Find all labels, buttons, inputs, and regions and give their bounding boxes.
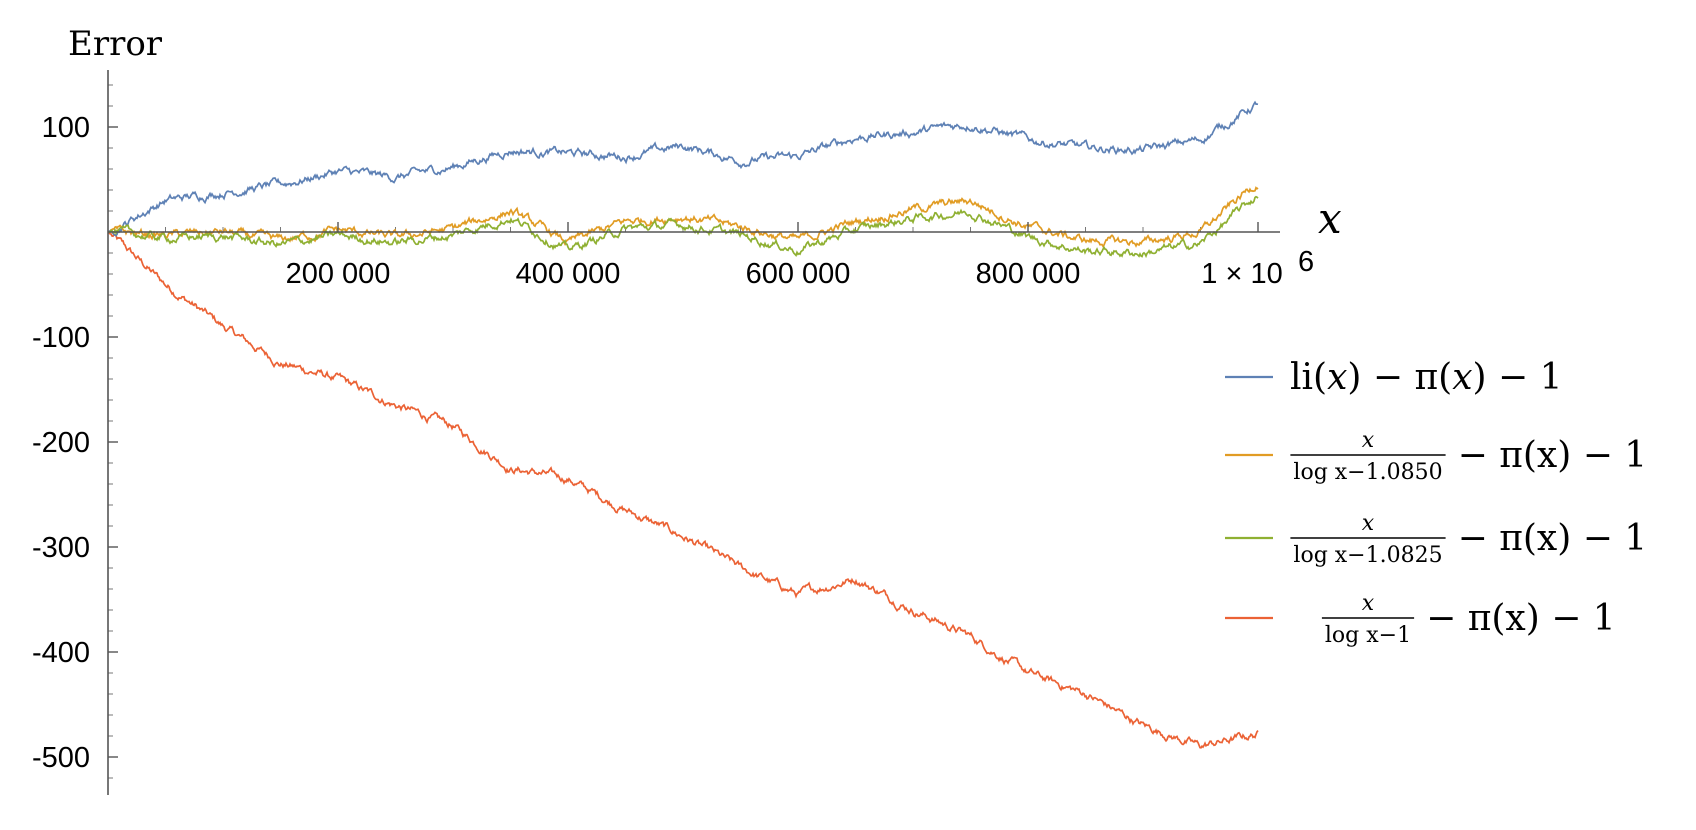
legend-item: li(x) − π(x) − 1: [1225, 357, 1563, 398]
legend-fraction-numerator: x: [1362, 428, 1375, 453]
legend-item: x log x−1 − π(x) − 1: [1225, 591, 1616, 648]
x-tick-label: 600 000: [746, 258, 851, 290]
legend-label-part: ) − π(: [1347, 357, 1452, 398]
legend-label-tail: − π(x) − 1: [1458, 435, 1648, 476]
legend-label-tail: − π(x) − 1: [1458, 518, 1648, 559]
y-tick-label: -400: [32, 637, 90, 669]
legend-item: x log x−1.0825 − π(x) − 1: [1225, 511, 1647, 568]
y-tick-label: -300: [32, 532, 90, 564]
legend-item: x log x−1.0850 − π(x) − 1: [1225, 428, 1647, 485]
legend-label-part: ) − 1: [1473, 357, 1563, 398]
y-tick-label: -200: [32, 427, 90, 459]
legend-fraction-denominator: log x−1: [1325, 623, 1411, 648]
series-line: [107, 231, 1259, 749]
x-tick-label: 1 × 10: [1201, 258, 1282, 290]
x-tick-label: 800 000: [976, 258, 1081, 290]
legend-label-part: li(: [1290, 357, 1327, 398]
legend-fraction-denominator: log x−1.0825: [1293, 543, 1442, 568]
y-axis-title: Error: [68, 24, 163, 64]
legend-fraction-numerator: x: [1362, 591, 1375, 616]
minor-ticks: [108, 84, 1259, 779]
x-tick-label: 200 000: [286, 258, 391, 290]
legend-label-part: x: [1452, 357, 1472, 398]
series-line: [107, 195, 1259, 259]
y-tick-label: -500: [32, 742, 90, 774]
legend-fraction-numerator: x: [1362, 511, 1375, 536]
legend-label: li(x) − π(x) − 1: [1290, 357, 1563, 398]
legend-label-tail: − π(x) − 1: [1426, 598, 1616, 639]
legend-fraction-denominator: log x−1.0850: [1293, 460, 1442, 485]
series-line: [107, 100, 1259, 237]
legend-label-part: x: [1327, 357, 1347, 398]
y-tick-label: -100: [32, 322, 90, 354]
y-ticks: 100 -100 -200 -300 -400 -500: [32, 112, 118, 774]
x-tick-superscript: 6: [1298, 246, 1314, 278]
y-tick-label: 100: [42, 112, 90, 144]
x-axis-title: x: [1318, 194, 1342, 243]
series-line: [107, 186, 1259, 248]
x-tick-label: 400 000: [516, 258, 621, 290]
x-ticks: 200 000 400 000 600 000 800 000 1 × 10 6: [286, 222, 1314, 290]
series-layer: [107, 100, 1259, 749]
